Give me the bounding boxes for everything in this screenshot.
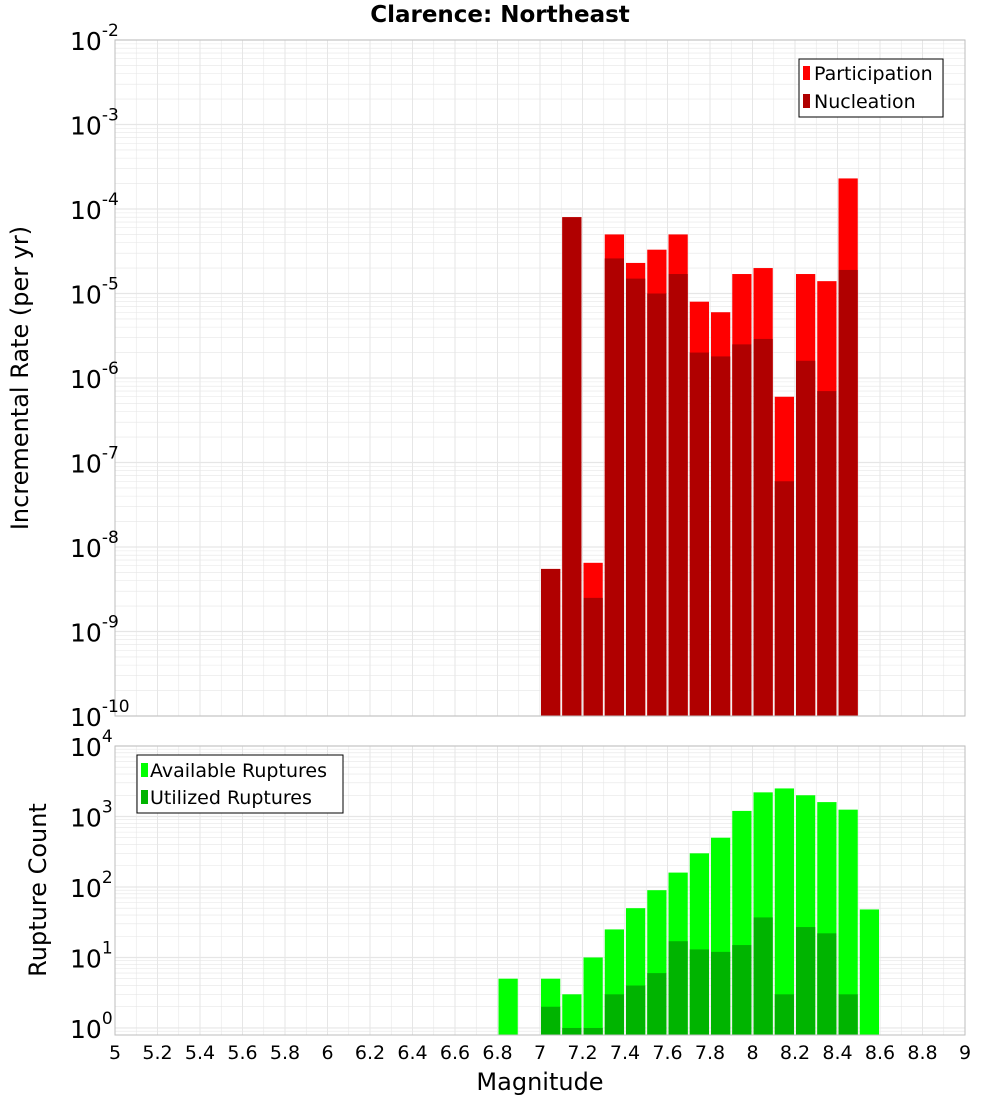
series-b-bar — [753, 917, 773, 1035]
series-b-bar — [732, 945, 752, 1035]
top-grid — [114, 39, 966, 717]
y-tick-label: 101 — [70, 938, 113, 973]
y-tick-label: 10-7 — [70, 444, 119, 479]
bottom-legend-box — [136, 754, 344, 814]
series-b-bar — [838, 269, 858, 716]
series-b-bar — [711, 951, 731, 1035]
series-b-bar — [796, 360, 816, 716]
x-tick-label: 5 — [109, 1042, 121, 1064]
series-b-bar — [753, 338, 773, 716]
participation-legend-swatch — [803, 66, 810, 80]
top-legend-box — [798, 58, 944, 118]
x-tick-label: 6.4 — [397, 1042, 427, 1064]
top-y-axis-label: Incremental Rate (per yr) — [6, 226, 34, 530]
rupture-count-chart: 100 101 102 103 104 Rupture Count Available … — [24, 727, 971, 1096]
x-tick-label: 5.2 — [142, 1042, 172, 1064]
y-tick-label: 10-9 — [70, 613, 119, 648]
bottom-grid — [114, 745, 966, 1036]
x-tick-label: 6.8 — [482, 1042, 512, 1064]
series-b-bar — [796, 927, 816, 1035]
series-b-bar — [774, 994, 794, 1035]
nucleation-legend-swatch — [803, 94, 810, 108]
x-tick-label: 8.2 — [780, 1042, 810, 1064]
y-tick-label: 10-3 — [70, 106, 119, 141]
bottom-y-tick-labels: 100 101 102 103 104 — [70, 727, 113, 1044]
x-tick-label: 5.4 — [185, 1042, 215, 1064]
y-tick-label: 10-6 — [70, 359, 119, 394]
x-tick-label: 9 — [959, 1042, 971, 1064]
series-a-bar — [774, 788, 794, 1035]
x-tick-labels: 5 5.2 5.4 5.6 5.8 6 6.2 6.4 6.6 6.8 7 7.2 7.4 7.6 7.8 8… — [109, 1042, 971, 1064]
y-tick-label: 103 — [70, 797, 113, 832]
series-a-bar — [838, 809, 858, 1035]
series-b-bar — [583, 1027, 603, 1035]
series-b-bar — [838, 994, 858, 1035]
x-tick-label: 8.4 — [822, 1042, 852, 1064]
x-tick-label: 7.6 — [652, 1042, 682, 1064]
series-b-bar — [562, 1027, 582, 1035]
y-tick-label: 10-5 — [70, 275, 119, 310]
bottom-y-axis-label: Rupture Count — [24, 803, 52, 977]
series-b-bar — [774, 481, 794, 716]
series-b-bar — [583, 597, 603, 716]
series-a-bar — [562, 994, 582, 1035]
x-axis-label: Magnitude — [476, 1068, 603, 1096]
series-b-bar — [647, 293, 667, 716]
utilized-legend-label: Utilized Ruptures — [150, 787, 312, 809]
chart-title: Clarence: Northeast — [370, 2, 630, 28]
x-tick-label: 7.2 — [567, 1042, 597, 1064]
bottom-legend: Available Ruptures Utilized Ruptures — [136, 754, 344, 814]
x-tick-label: 7.8 — [695, 1042, 725, 1064]
y-tick-label: 10-4 — [70, 190, 119, 225]
series-b-bar — [817, 391, 837, 716]
incremental-rate-chart: 10-10 10-9 10-8 10-7 10-6 10-5 10-4 10-3 10-2 In… — [6, 21, 966, 732]
top-legend: Participation Nucleation — [798, 58, 944, 118]
series-b-bar — [689, 352, 709, 716]
series-b-bar — [711, 356, 731, 716]
nucleation-legend-label: Nucleation — [814, 91, 916, 113]
x-tick-label: 6.2 — [355, 1042, 385, 1064]
series-a-bar — [498, 978, 518, 1035]
series-b-bar — [541, 1006, 561, 1035]
x-tick-label: 8 — [746, 1042, 758, 1064]
series-b-bar — [689, 949, 709, 1035]
bottom-plot-frame — [114, 745, 966, 1036]
x-tick-label: 6.6 — [440, 1042, 470, 1064]
series-a-bar — [583, 957, 603, 1035]
series-b-bar — [647, 973, 667, 1035]
y-tick-label: 10-10 — [70, 697, 130, 732]
y-tick-label: 10-2 — [70, 21, 119, 56]
series-b-bar — [668, 274, 688, 716]
x-tick-label: 6 — [321, 1042, 333, 1064]
y-tick-label: 100 — [70, 1009, 113, 1044]
x-tick-label: 7 — [534, 1042, 546, 1064]
x-tick-label: 8.6 — [865, 1042, 895, 1064]
x-tick-label: 8.8 — [907, 1042, 937, 1064]
series-b-bar — [817, 933, 837, 1035]
series-b-bar — [604, 994, 624, 1035]
y-tick-label: 102 — [70, 868, 113, 903]
series-b-bar — [541, 568, 561, 716]
y-tick-label: 10-8 — [70, 528, 119, 563]
available-legend-label: Available Ruptures — [150, 760, 327, 782]
participation-legend-label: Participation — [814, 63, 933, 85]
series-b-bar — [732, 344, 752, 716]
series-b-bar — [626, 985, 646, 1035]
x-tick-label: 5.8 — [270, 1042, 300, 1064]
series-b-bar — [604, 258, 624, 716]
bottom-bars — [498, 788, 879, 1035]
series-b-bar — [562, 217, 582, 716]
x-tick-label: 5.6 — [227, 1042, 257, 1064]
utilized-legend-swatch — [141, 790, 148, 804]
series-a-bar — [859, 909, 879, 1035]
available-legend-swatch — [141, 763, 148, 777]
top-bars — [541, 178, 858, 717]
series-b-bar — [668, 941, 688, 1035]
series-b-bar — [626, 278, 646, 716]
y-tick-label: 104 — [70, 727, 113, 762]
top-plot-frame — [114, 39, 966, 717]
x-tick-label: 7.4 — [610, 1042, 640, 1064]
top-y-tick-labels: 10-10 10-9 10-8 10-7 10-6 10-5 10-4 10-3 10-2 — [70, 21, 130, 732]
